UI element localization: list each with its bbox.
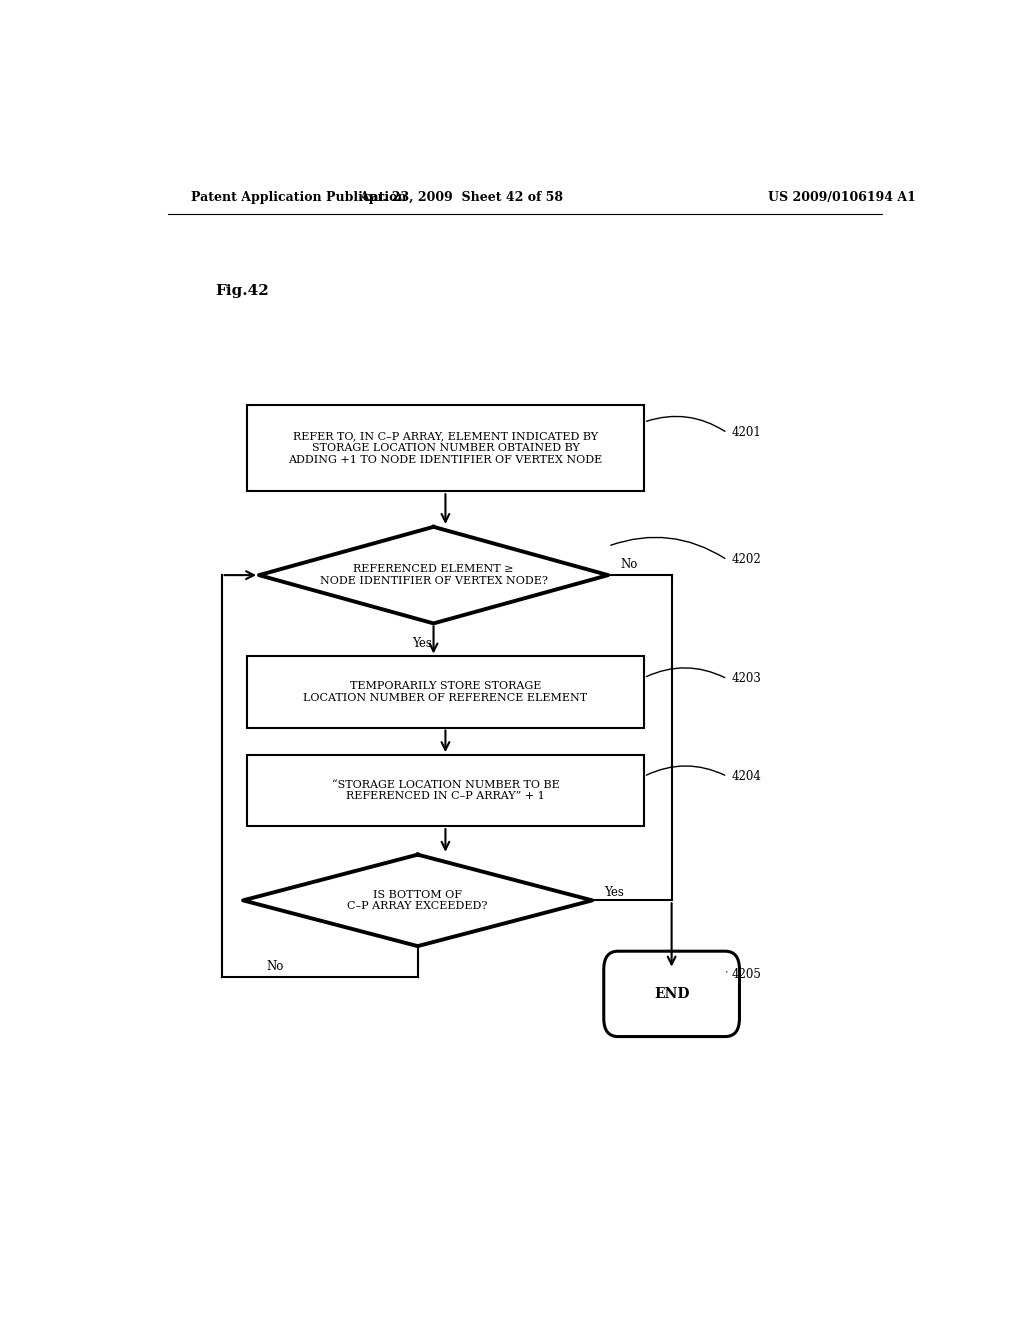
Text: No: No [267, 960, 285, 973]
Text: 4205: 4205 [731, 968, 761, 981]
Polygon shape [243, 854, 592, 946]
Text: 4201: 4201 [731, 426, 761, 440]
Text: Fig.42: Fig.42 [215, 284, 269, 297]
Text: TEMPORARILY STORE STORAGE
LOCATION NUMBER OF REFERENCE ELEMENT: TEMPORARILY STORE STORAGE LOCATION NUMBE… [303, 681, 588, 702]
FancyBboxPatch shape [604, 952, 739, 1036]
Text: Yes: Yes [604, 886, 624, 899]
FancyBboxPatch shape [247, 405, 644, 491]
Text: Yes: Yes [412, 638, 431, 651]
Text: 4204: 4204 [731, 770, 761, 783]
Text: 4202: 4202 [731, 553, 761, 566]
Polygon shape [259, 527, 608, 623]
Text: No: No [620, 558, 637, 572]
Text: 4203: 4203 [731, 672, 761, 685]
Text: Apr. 23, 2009  Sheet 42 of 58: Apr. 23, 2009 Sheet 42 of 58 [359, 190, 563, 203]
Text: US 2009/0106194 A1: US 2009/0106194 A1 [768, 190, 916, 203]
FancyBboxPatch shape [247, 656, 644, 727]
Text: REFERENCED ELEMENT ≥
NODE IDENTIFIER OF VERTEX NODE?: REFERENCED ELEMENT ≥ NODE IDENTIFIER OF … [319, 565, 548, 586]
Text: IS BOTTOM OF
C–P ARRAY EXCEEDED?: IS BOTTOM OF C–P ARRAY EXCEEDED? [347, 890, 487, 911]
Text: REFER TO, IN C–P ARRAY, ELEMENT INDICATED BY
STORAGE LOCATION NUMBER OBTAINED BY: REFER TO, IN C–P ARRAY, ELEMENT INDICATE… [289, 432, 602, 465]
FancyBboxPatch shape [247, 755, 644, 826]
Text: Patent Application Publication: Patent Application Publication [191, 190, 407, 203]
Text: “STORAGE LOCATION NUMBER TO BE
REFERENCED IN C–P ARRAY” + 1: “STORAGE LOCATION NUMBER TO BE REFERENCE… [332, 780, 559, 801]
Text: END: END [654, 987, 689, 1001]
